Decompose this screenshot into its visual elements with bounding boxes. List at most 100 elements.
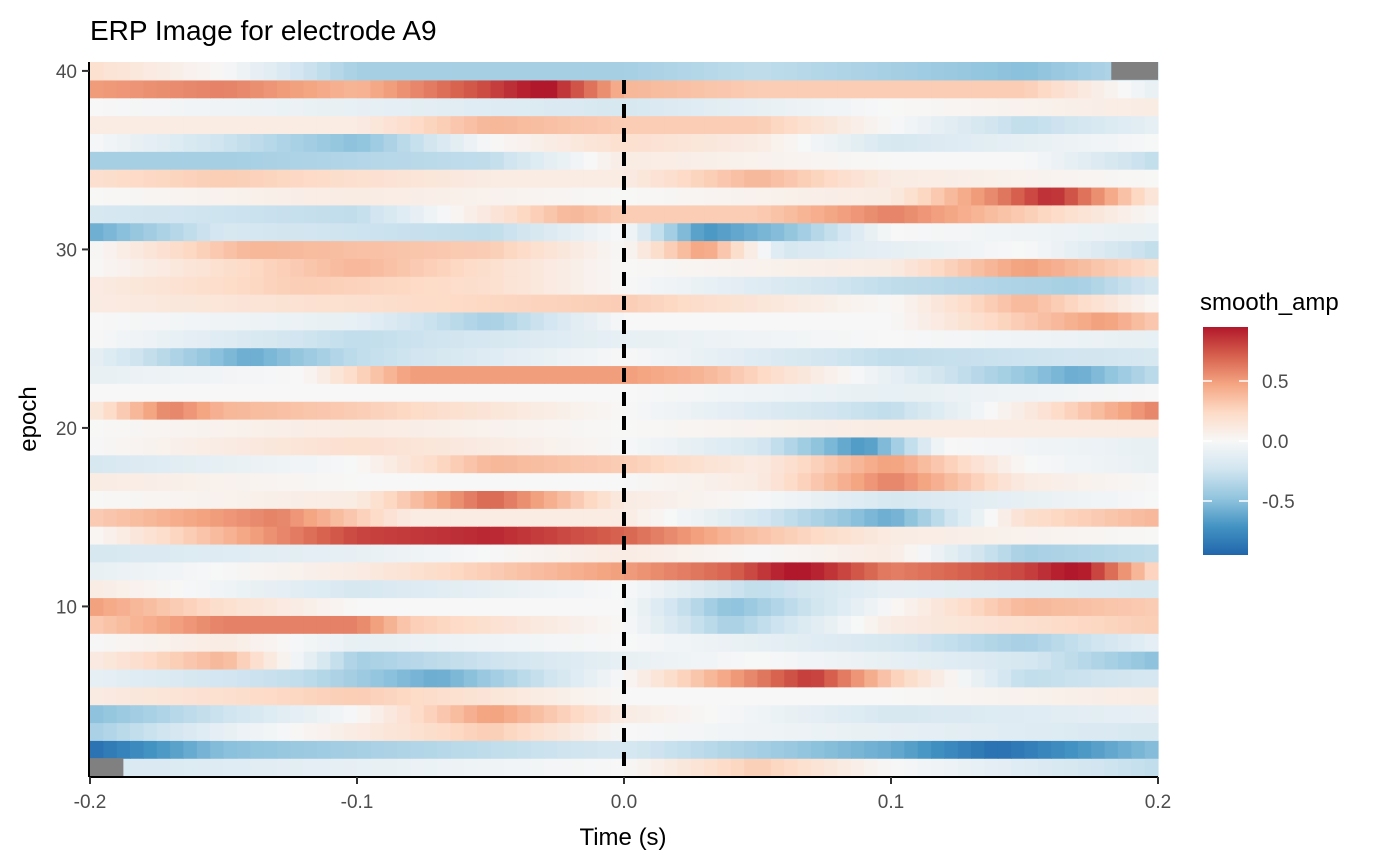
heatmap-cell [303, 633, 318, 652]
heatmap-cell [730, 169, 745, 188]
heatmap-cell [717, 722, 732, 741]
heatmap-cell [103, 151, 118, 170]
heatmap-cell [90, 383, 104, 402]
heatmap-cell [503, 258, 518, 277]
heatmap-cell [717, 62, 732, 81]
heatmap-cell [904, 62, 919, 81]
heatmap-cell [143, 383, 158, 402]
heatmap-cell [410, 436, 425, 456]
heatmap-cell [210, 722, 225, 741]
heatmap-cell [730, 686, 745, 706]
heatmap-cell [944, 758, 959, 777]
heatmap-cell [583, 740, 598, 759]
heatmap-cell [90, 294, 104, 313]
heatmap-cell [1037, 365, 1052, 384]
heatmap-cell [770, 311, 785, 331]
heatmap-cell [917, 508, 932, 527]
heatmap-cell [957, 383, 972, 402]
heatmap-cell [303, 151, 318, 170]
heatmap-cell [583, 204, 598, 224]
heatmap-cell [450, 722, 465, 741]
heatmap-cell [263, 151, 278, 170]
heatmap-cell [143, 365, 158, 384]
heatmap-cell [717, 561, 732, 581]
heatmap-cell [196, 722, 211, 741]
heatmap-cell [503, 97, 518, 117]
heatmap-cell [637, 294, 652, 313]
heatmap-cell [1077, 383, 1092, 402]
heatmap-cell [370, 740, 385, 759]
heatmap-cell [490, 419, 505, 438]
heatmap-cell [824, 115, 839, 134]
heatmap-cell [1064, 276, 1079, 295]
heatmap-cell [650, 311, 665, 331]
heatmap-cell [330, 294, 345, 313]
heatmap-cell [957, 151, 972, 170]
heatmap-cell [330, 668, 345, 688]
heatmap-cell [410, 419, 425, 438]
heatmap-cell [957, 436, 972, 456]
heatmap-cell [1104, 490, 1119, 509]
heatmap-cell [1131, 204, 1146, 224]
heatmap-cell [917, 758, 932, 777]
heatmap-cell [730, 615, 745, 634]
heatmap-cell [570, 169, 585, 188]
heatmap-cell [597, 276, 612, 295]
heatmap-cell [290, 383, 305, 402]
heatmap-cell [437, 401, 452, 420]
heatmap-cell [343, 133, 358, 152]
heatmap-cell [1131, 79, 1146, 99]
heatmap-cell [891, 401, 905, 420]
heatmap-cell [1024, 97, 1039, 117]
heatmap-cell [624, 543, 638, 563]
heatmap-cell [637, 526, 652, 545]
heatmap-cell [744, 401, 759, 420]
heatmap-cell [437, 740, 452, 759]
heatmap-cell [864, 686, 879, 706]
heatmap-cell [130, 490, 144, 509]
heatmap-cell [1144, 133, 1159, 152]
heatmap-cell [503, 508, 518, 527]
heatmap-cell [717, 258, 732, 277]
heatmap-cell [944, 365, 959, 384]
heatmap-cell [196, 472, 211, 491]
heatmap-cell [931, 758, 945, 777]
heatmap-cell [677, 419, 692, 438]
heatmap-cell [784, 133, 799, 152]
heatmap-cell [450, 579, 465, 599]
heatmap-cell [770, 543, 785, 563]
heatmap-cell [650, 79, 665, 99]
heatmap-cell [997, 240, 1012, 259]
heatmap-cell [423, 169, 438, 188]
heatmap-cell [784, 62, 799, 81]
heatmap-cell [450, 79, 465, 99]
heatmap-cell [183, 151, 198, 170]
heatmap-cell [517, 383, 532, 402]
heatmap-cell [944, 615, 959, 634]
heatmap-cell [997, 204, 1012, 224]
heatmap-cell [530, 758, 545, 777]
heatmap-cell [770, 97, 785, 117]
heatmap-cell [650, 115, 665, 134]
heatmap-cell [891, 597, 905, 616]
heatmap-cell [997, 133, 1012, 152]
heatmap-cell [463, 133, 478, 152]
heatmap-cell [530, 668, 545, 688]
heatmap-cell [450, 668, 465, 688]
heatmap-cell [597, 722, 612, 741]
heatmap-cell [891, 311, 905, 331]
heatmap-cell [170, 115, 185, 134]
heatmap-cell [917, 329, 932, 349]
heatmap-cell [1077, 758, 1092, 777]
heatmap-cell [690, 436, 705, 456]
heatmap-cell [891, 686, 905, 706]
heatmap-cell [370, 526, 385, 545]
heatmap-cell [116, 615, 131, 634]
heatmap-cell [1037, 633, 1052, 652]
heatmap-cell [891, 472, 905, 491]
heatmap-cell [330, 508, 345, 527]
heatmap-cell [904, 668, 919, 688]
heatmap-cell [397, 347, 411, 367]
heatmap-cell [891, 347, 905, 367]
heatmap-cell [770, 740, 785, 759]
